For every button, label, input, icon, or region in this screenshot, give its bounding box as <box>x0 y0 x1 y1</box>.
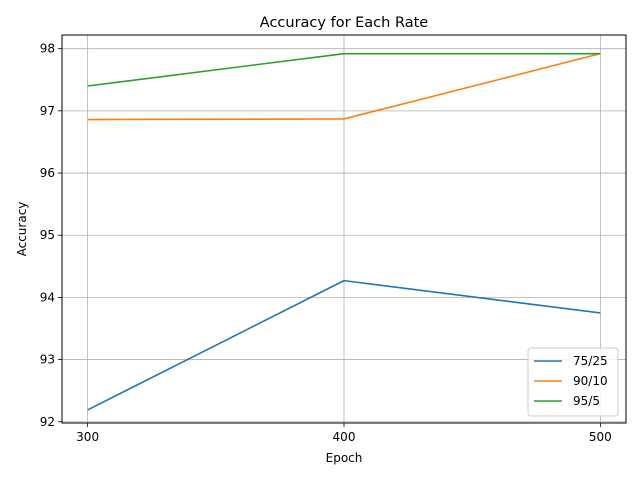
y-axis-ticks: 92 93 94 95 96 97 98 <box>40 42 62 429</box>
legend-box <box>527 347 619 417</box>
y-tick-label: 92 <box>40 415 55 429</box>
legend-label: 95/5 <box>573 394 600 408</box>
y-tick-label: 95 <box>40 228 55 242</box>
x-axis-ticks: 300 400 500 <box>76 423 612 444</box>
series-layer <box>87 52 601 411</box>
y-axis-label: Accuracy <box>15 202 29 257</box>
y-tick-label: 96 <box>40 166 55 180</box>
chart-title: Accuracy for Each Rate <box>260 15 429 31</box>
y-tick-label: 98 <box>40 42 55 56</box>
series-line-90-10 <box>87 52 601 121</box>
x-tick-label: 400 <box>333 430 356 444</box>
x-tick-label: 300 <box>76 430 99 444</box>
series-line-95-5 <box>87 52 601 87</box>
legend-label: 90/10 <box>573 374 608 388</box>
x-tick-label: 500 <box>589 430 612 444</box>
y-tick-label: 97 <box>40 104 55 118</box>
grid <box>62 35 626 423</box>
legend: 75/25 90/10 95/5 <box>527 347 619 417</box>
x-axis-label: Epoch <box>326 451 363 465</box>
y-tick-label: 93 <box>40 353 55 367</box>
series-line-75-25 <box>87 279 601 411</box>
y-tick-label: 94 <box>40 290 55 304</box>
legend-label: 75/25 <box>573 354 608 368</box>
